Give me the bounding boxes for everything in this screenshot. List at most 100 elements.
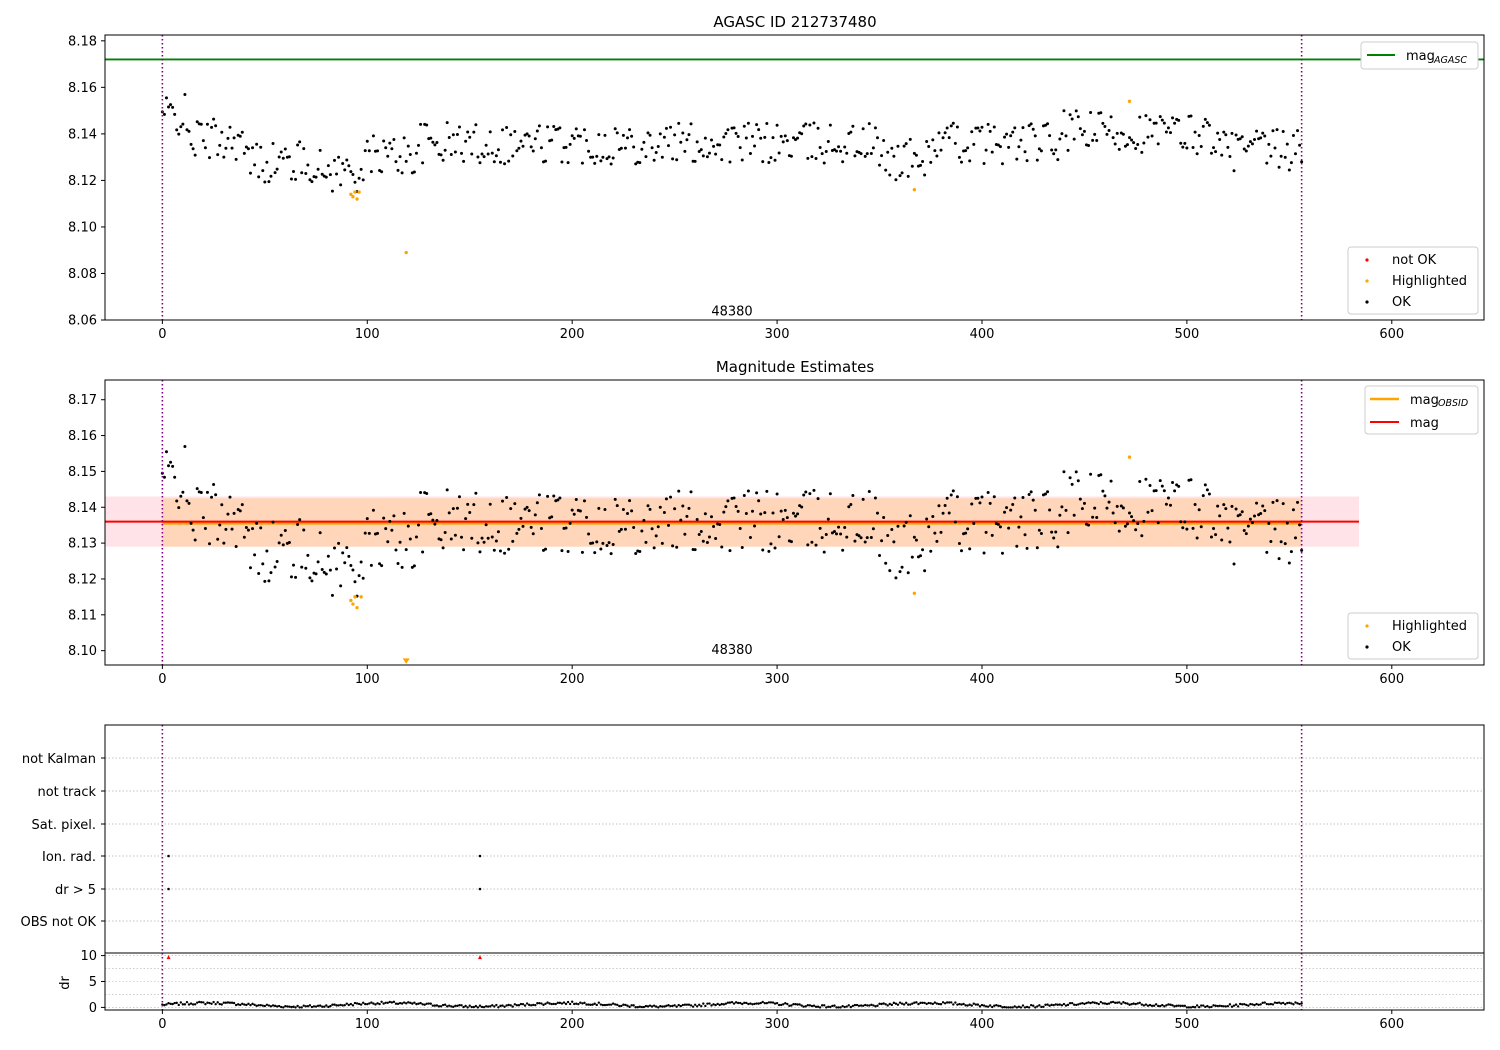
agasc-ok-point — [464, 139, 468, 143]
legend-mag-ok-marker — [1365, 645, 1369, 649]
mag-ok-point — [750, 509, 754, 513]
mag-ok-point — [351, 568, 355, 572]
mag-ok-point — [865, 536, 869, 540]
agasc-ok-point — [695, 140, 699, 144]
dr-point — [218, 1002, 221, 1006]
mag-ok-point — [472, 503, 476, 507]
agasc-ok-point — [1019, 138, 1023, 142]
dr-point — [1265, 1002, 1269, 1006]
agasc-ok-point — [1171, 116, 1175, 120]
flag-point — [167, 854, 170, 858]
mag-ok-point — [296, 522, 300, 526]
mag-ok-point — [445, 488, 449, 492]
mag-ok-point — [210, 495, 214, 499]
agasc-ok-point — [529, 145, 533, 149]
dr-point — [292, 1005, 295, 1008]
dr-point — [706, 1002, 709, 1005]
mag-ok-point — [1259, 511, 1263, 515]
agasc-ok-point — [1111, 136, 1115, 140]
mag-ok-point — [1058, 513, 1062, 517]
agasc-ok-point — [1191, 146, 1195, 150]
agasc-ok-point — [873, 126, 877, 130]
mag-ok-point — [1148, 483, 1152, 487]
dr-point — [816, 1005, 820, 1008]
agasc-ok-point — [1238, 137, 1242, 141]
agasc-ok-point — [998, 145, 1002, 149]
agasc-ok-point — [652, 158, 656, 162]
dr-point — [376, 1002, 379, 1005]
agasc-ok-point — [501, 128, 505, 132]
mag-ok-point — [904, 520, 908, 524]
dr-point — [765, 1001, 769, 1005]
dr-point — [489, 1005, 492, 1008]
mag-ok-point — [1005, 506, 1009, 510]
mag-ok-point — [978, 501, 982, 505]
mag-ok-point — [669, 495, 673, 499]
legend-ok-marker — [1365, 300, 1369, 304]
dr-point — [753, 1002, 756, 1006]
dr-point — [847, 1004, 850, 1007]
mag-ok-point — [673, 507, 677, 511]
agasc-ok-point — [1244, 149, 1248, 153]
mag-ok-point — [685, 514, 689, 518]
agasc-ok-point — [226, 136, 230, 140]
mag-ok-point — [244, 525, 248, 529]
mag-ok-point — [406, 524, 410, 528]
dr-point — [775, 1002, 779, 1005]
dr-point — [353, 1001, 357, 1005]
dr-point — [388, 1000, 392, 1004]
mag-ok-point — [804, 490, 808, 494]
agasc-ok-point — [921, 159, 925, 163]
agasc-ok-point — [984, 148, 988, 152]
dr-point — [314, 1005, 318, 1008]
mag-axes: 0 100 200 300 400 500 6008.108.118.128.138.148… — [68, 379, 1485, 687]
mag-ok-point — [439, 538, 443, 542]
agasc-ok-point — [1263, 134, 1267, 138]
mag-ok-point — [1265, 550, 1269, 554]
mag-ok-point — [238, 509, 242, 513]
dr-point — [519, 1002, 523, 1006]
dr-point — [290, 1005, 293, 1009]
dr-xtick-label: 100 — [355, 1017, 380, 1032]
dr-point — [380, 1000, 383, 1003]
dr-point — [646, 1005, 650, 1008]
dr-point — [894, 1002, 898, 1005]
agasc-ok-point — [517, 146, 521, 150]
agasc-ok-point — [736, 135, 740, 139]
agasc-ok-point — [1226, 145, 1230, 149]
dr-point — [1247, 1004, 1250, 1007]
mag-ok-point — [1068, 476, 1072, 480]
agasc-ok-point — [1128, 136, 1132, 140]
agasc-ok-point — [677, 121, 681, 125]
mag-ok-point — [757, 499, 761, 503]
agasc-ok-point — [1103, 125, 1107, 129]
dr-point — [718, 1003, 721, 1007]
agasc-ok-point — [568, 142, 572, 146]
agasc-ok-point — [488, 130, 492, 134]
agasc-ok-point — [419, 122, 423, 126]
agasc-ok-point — [187, 129, 191, 133]
mag-ok-point — [1128, 511, 1132, 515]
dr-point — [384, 1001, 387, 1005]
agasc-ok-point — [988, 129, 992, 133]
agasc-ok-point — [1050, 148, 1054, 152]
dr-point — [1292, 1003, 1295, 1006]
dr-point — [546, 1001, 549, 1004]
dr-point — [1230, 1005, 1234, 1008]
agasc-ok-point — [929, 160, 933, 164]
dr-point — [183, 1003, 187, 1006]
mag-ok-point — [1039, 532, 1043, 536]
dr-point — [323, 1005, 326, 1008]
dr-point — [1081, 1001, 1084, 1005]
agasc-ok-point — [654, 150, 658, 154]
dr-point — [898, 1001, 902, 1004]
dr-point — [386, 1001, 389, 1004]
mag-ok-point — [529, 525, 533, 529]
agasc-ok-point — [601, 155, 605, 159]
agasc-ok-point — [337, 155, 341, 159]
dr-point — [579, 1001, 582, 1004]
agasc-ytick-label: 8.14 — [68, 127, 97, 142]
mag-ok-point — [1300, 548, 1304, 552]
dr-point — [1048, 1004, 1051, 1007]
dr-point — [1169, 1003, 1172, 1006]
